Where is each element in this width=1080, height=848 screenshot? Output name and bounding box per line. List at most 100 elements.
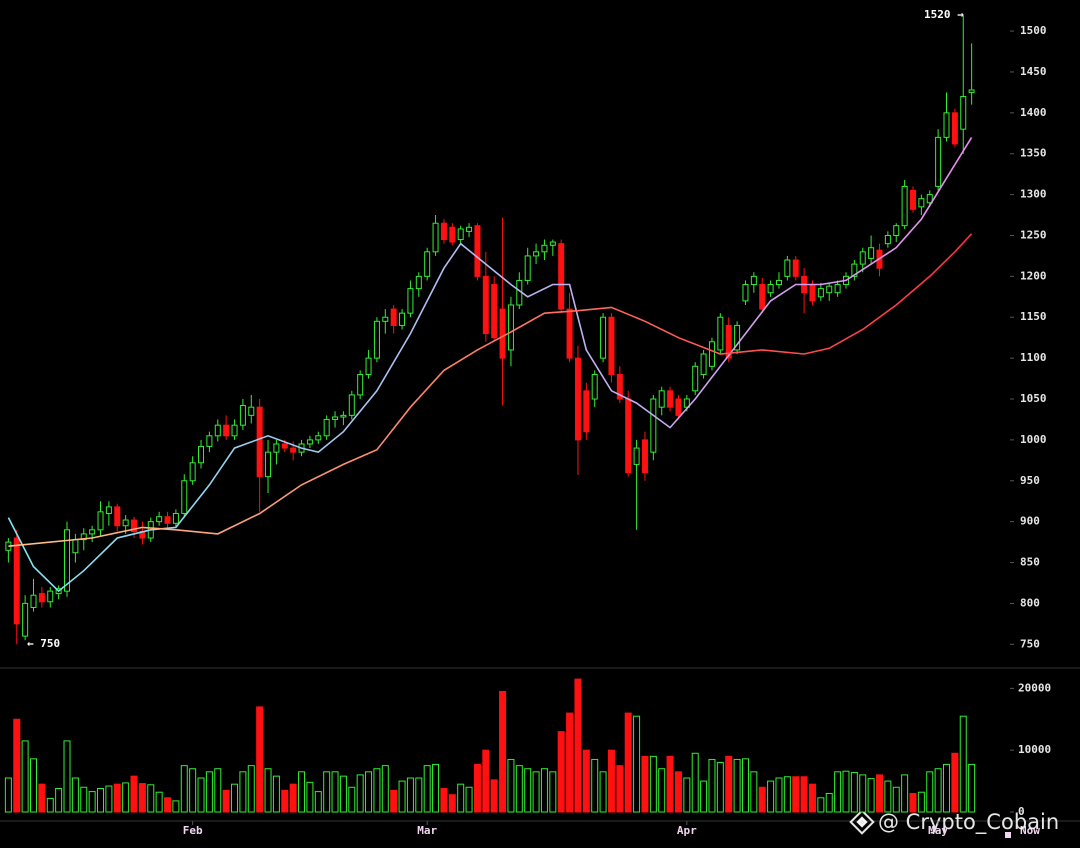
- volume-bar: [859, 774, 867, 813]
- volume-bar: [289, 783, 297, 813]
- volume-bar: [88, 791, 96, 813]
- volume-bar: [247, 765, 255, 813]
- volume-bar: [767, 780, 775, 813]
- volume-bar: [264, 768, 272, 813]
- candle-body: [859, 251, 866, 265]
- candle-body: [507, 304, 514, 351]
- candle-body: [80, 533, 87, 541]
- candle-body: [231, 424, 238, 437]
- candle-body: [256, 406, 263, 478]
- watermark-logo: [849, 809, 875, 835]
- volume-bar: [649, 755, 657, 813]
- volume-bar: [38, 783, 46, 813]
- volume-bar: [46, 797, 54, 813]
- volume-bar: [658, 768, 666, 813]
- candle-body: [734, 324, 741, 351]
- volume-bar: [298, 771, 306, 813]
- candle-body: [600, 316, 607, 359]
- candle-body: [97, 511, 104, 531]
- candle-body: [767, 284, 774, 294]
- candle-body: [935, 136, 942, 187]
- volume-bar: [607, 749, 615, 813]
- volume-bar: [465, 786, 473, 813]
- candle-body: [315, 435, 322, 441]
- candle-body: [248, 406, 255, 416]
- volume-bar: [507, 758, 515, 813]
- candle-body: [457, 228, 464, 241]
- volume-bar: [515, 765, 523, 813]
- high-annotation: 1520 →: [924, 8, 964, 21]
- candle-body: [47, 590, 54, 603]
- volume-bar: [758, 786, 766, 813]
- candle-body: [851, 263, 858, 277]
- candle-body: [524, 255, 531, 281]
- volume-bar: [55, 788, 63, 813]
- volume-bar: [331, 771, 339, 813]
- volume-bar: [624, 712, 632, 813]
- volume-bar: [80, 786, 88, 813]
- volume-bar: [942, 763, 950, 813]
- candle-body: [658, 390, 665, 408]
- volume-bar: [239, 771, 247, 813]
- volume-bar: [490, 779, 498, 813]
- volume-bar: [197, 777, 205, 813]
- volume-bar: [306, 781, 314, 813]
- volume-bar: [741, 758, 749, 813]
- volume-bar: [130, 775, 138, 813]
- y-tick-label: 1350: [1020, 147, 1047, 160]
- candle-body: [156, 516, 163, 523]
- candle-body: [591, 373, 598, 400]
- candle-body: [633, 447, 640, 465]
- y-tick-label: 1300: [1020, 188, 1047, 201]
- volume-tick-label: 0: [1018, 805, 1025, 818]
- volume-bar: [440, 788, 448, 813]
- volume-bar: [968, 763, 976, 813]
- candle-body: [608, 316, 615, 375]
- candle-body: [792, 259, 799, 277]
- candle-body: [667, 390, 674, 408]
- volume-bar: [532, 771, 540, 813]
- volume-bar: [700, 780, 708, 813]
- volume-bar: [113, 783, 121, 813]
- volume-bar: [934, 768, 942, 813]
- y-tick-label: 1200: [1020, 269, 1047, 282]
- volume-bar: [524, 768, 532, 813]
- candle-body: [172, 512, 179, 524]
- candle-body: [13, 537, 20, 625]
- volume-bar: [164, 797, 172, 813]
- volume-bar: [30, 758, 38, 813]
- volume-bar: [725, 755, 733, 813]
- y-tick-label: 1400: [1020, 106, 1047, 119]
- now-marker: [1005, 832, 1011, 838]
- volume-bar: [549, 771, 557, 813]
- candle-body: [357, 373, 364, 396]
- candle-body: [206, 435, 213, 447]
- candle-body: [415, 275, 422, 290]
- x-tick-label: May: [928, 824, 948, 837]
- candle-body: [708, 341, 715, 367]
- volume-bar: [172, 800, 180, 813]
- y-tick-label: 750: [1020, 637, 1040, 650]
- volume-bar: [817, 797, 825, 813]
- volume-bar: [616, 765, 624, 813]
- candle-body: [239, 405, 246, 426]
- candle-body: [868, 247, 875, 259]
- candle-body: [424, 251, 431, 277]
- volume-bar: [834, 771, 842, 813]
- candle-body: [926, 194, 933, 204]
- volume-bar: [800, 776, 808, 813]
- volume-bar: [850, 771, 858, 813]
- volume-bar: [599, 771, 607, 813]
- candle-body: [332, 416, 339, 420]
- candle-body: [759, 284, 766, 310]
- volume-bar: [867, 778, 875, 813]
- volume-bar: [348, 786, 356, 813]
- candle-body: [348, 394, 355, 416]
- candle-body: [373, 320, 380, 359]
- candle-body: [834, 284, 841, 294]
- volume-bar: [373, 768, 381, 813]
- candle-body: [918, 198, 925, 208]
- candle-body: [432, 222, 439, 253]
- candle-body: [641, 439, 648, 474]
